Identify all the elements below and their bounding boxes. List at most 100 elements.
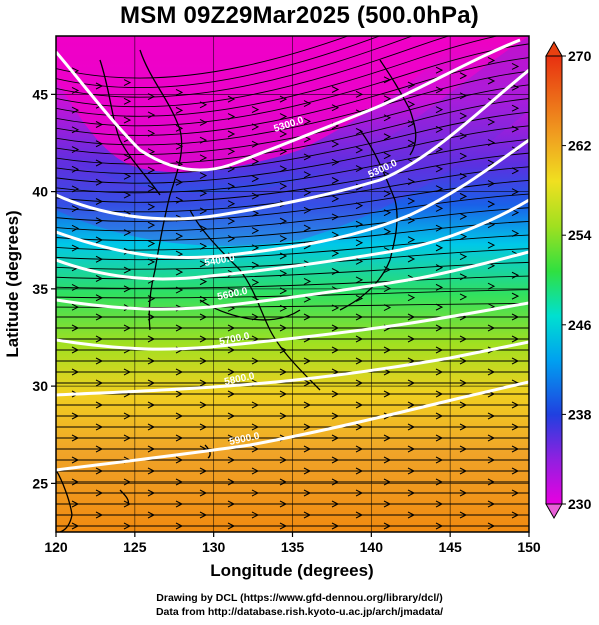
- wind-arrow: [435, 522, 444, 530]
- wind-arrow: [487, 57, 496, 64]
- wind-arrow: [147, 111, 156, 119]
- wind-arrow: [435, 346, 444, 354]
- wind-arrow: [331, 304, 340, 312]
- streamline: [56, 36, 414, 98]
- wind-arrow: [355, 239, 364, 247]
- wind-arrow: [279, 113, 288, 121]
- wind-arrow: [303, 189, 312, 196]
- wind-arrow: [199, 207, 208, 215]
- streamline: [56, 43, 529, 127]
- x-tick-label: 135: [281, 539, 305, 555]
- wind-arrow: [435, 390, 444, 398]
- wind-arrow: [123, 412, 132, 420]
- credit-drawing: Drawing by DCL (https://www.gfd-dennou.o…: [156, 592, 443, 604]
- wind-arrow: [435, 204, 444, 212]
- wind-arrow: [331, 231, 340, 239]
- wind-arrow: [331, 434, 340, 442]
- wind-arrow: [304, 534, 310, 540]
- wind-arrow: [459, 423, 468, 431]
- wind-arrow: [279, 130, 288, 138]
- wind-arrow: [71, 185, 80, 193]
- wind-arrow: [95, 82, 104, 90]
- wind-arrow: [279, 147, 288, 155]
- wind-arrow: [407, 197, 416, 205]
- streamline: [56, 166, 529, 213]
- wind-arrow: [175, 522, 184, 530]
- wind-arrow: [123, 478, 132, 486]
- wind-arrow: [511, 423, 520, 431]
- wind-arrow: [123, 79, 132, 87]
- wind-arrow: [331, 140, 340, 148]
- colorbar-tick-label: 238: [568, 406, 592, 422]
- wind-arrow: [251, 106, 260, 114]
- wind-arrow: [199, 313, 208, 321]
- wind-arrow: [355, 423, 364, 431]
- wind-arrow: [487, 282, 496, 290]
- wind-arrow: [71, 368, 80, 376]
- wind-arrow: [279, 456, 288, 464]
- y-axis-ticks: 25 30 35 40 45: [32, 86, 56, 491]
- wind-arrow: [123, 368, 132, 376]
- contour-line: [56, 250, 529, 311]
- wind-arrow: [487, 118, 496, 126]
- wind-arrow: [459, 445, 468, 453]
- wind-arrow: [511, 467, 520, 475]
- wind-arrow: [407, 357, 416, 365]
- wind-arrow: [383, 285, 392, 292]
- wind-arrow: [279, 252, 288, 260]
- wind-arrow: [175, 196, 184, 204]
- wind-arrow: [383, 346, 392, 354]
- purple-trough: [56, 36, 529, 246]
- wind-arrow: [227, 500, 236, 508]
- x-tick-label: 130: [202, 539, 226, 555]
- streamline: [56, 125, 529, 184]
- wind-arrow: [279, 304, 288, 312]
- wind-arrow: [383, 133, 392, 141]
- wind-arrow: [303, 467, 312, 475]
- wind-arrow: [95, 294, 104, 302]
- wind-arrow: [303, 171, 312, 179]
- wind-arrow: [331, 158, 340, 166]
- wind-arrow: [227, 434, 236, 442]
- wind-arrow: [331, 522, 340, 530]
- wind-arrow: [123, 266, 132, 274]
- wind-arrow: [71, 205, 80, 213]
- wind-arrow: [511, 188, 520, 196]
- wind-arrow: [199, 511, 208, 519]
- wind-arrow: [95, 511, 104, 519]
- wind-arrow: [435, 368, 444, 376]
- wind-arrow: [123, 229, 132, 237]
- wind-arrow: [95, 217, 104, 225]
- wind-arrow: [251, 489, 260, 497]
- wind-arrow: [251, 227, 260, 235]
- wind-arrow: [331, 104, 340, 112]
- wind-arrow: [147, 148, 156, 156]
- wind-arrow: [227, 147, 236, 155]
- wind-arrow: [408, 534, 414, 540]
- wind-arrow: [407, 335, 416, 343]
- wind-arrow: [459, 233, 468, 241]
- wind-arrow: [407, 313, 416, 321]
- wind-arrow: [435, 106, 444, 114]
- wind-arrow: [95, 401, 104, 409]
- wind-arrow: [251, 313, 260, 321]
- streamline: [56, 36, 381, 89]
- wind-arrow: [435, 303, 444, 311]
- wind-arrow: [227, 324, 236, 332]
- colorbar-tick-label: 254: [568, 227, 592, 243]
- wind-arrow: [355, 489, 364, 497]
- streamline: [56, 111, 529, 175]
- wind-arrow: [123, 191, 132, 199]
- wind-arrow: [487, 77, 496, 85]
- wind-arrow: [251, 423, 260, 431]
- wind-arrow: [71, 434, 80, 442]
- wind-arrow: [71, 165, 80, 173]
- wind-arrow: [487, 200, 496, 208]
- wind-arrow: [251, 335, 260, 343]
- wind-arrow: [355, 257, 364, 265]
- wind-arrow: [355, 90, 364, 98]
- wind-arrow: [71, 106, 80, 114]
- x-tick-label: 140: [360, 539, 384, 555]
- wind-arrow: [355, 276, 364, 284]
